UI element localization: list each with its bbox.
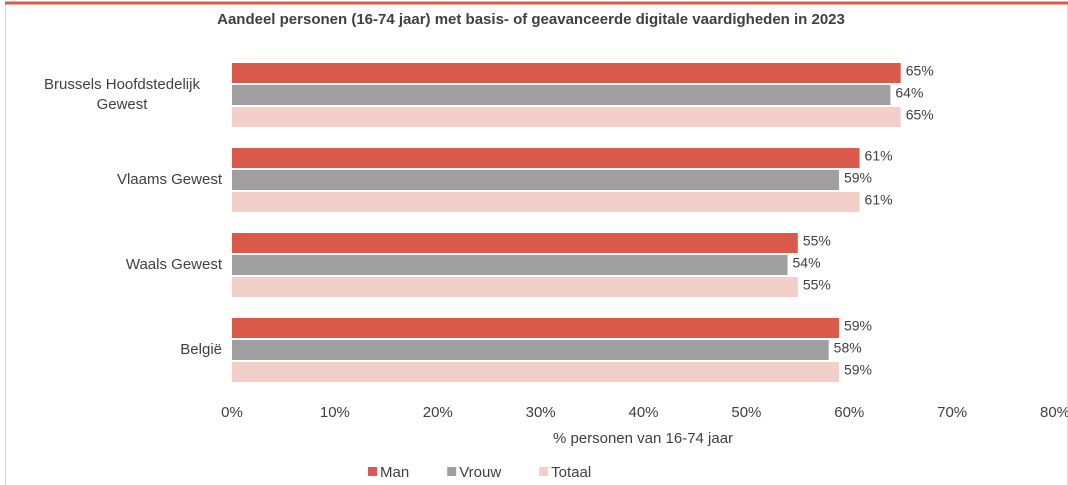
x-tick-label: 20%: [423, 404, 453, 421]
data-label: 59%: [844, 362, 872, 378]
legend-label: Totaal: [551, 464, 591, 481]
bar: [232, 192, 860, 212]
bar: [232, 362, 839, 382]
category-label: Waals Gewest: [125, 256, 222, 273]
bar: [232, 255, 788, 275]
data-label: 55%: [803, 233, 831, 249]
bar: [232, 233, 798, 253]
data-label: 59%: [844, 170, 872, 186]
legend-label: Vrouw: [459, 464, 501, 481]
legend-label: Man: [380, 464, 409, 481]
x-tick-label: 0%: [221, 404, 243, 421]
data-label: 58%: [834, 340, 862, 356]
bar: [232, 340, 829, 360]
x-tick-label: 30%: [526, 404, 556, 421]
x-tick-label: 60%: [834, 404, 864, 421]
x-tick-label: 40%: [628, 404, 658, 421]
legend-swatch: [368, 467, 377, 476]
x-tick-label: 80%: [1040, 404, 1068, 421]
data-label: 65%: [906, 107, 934, 123]
data-label: 54%: [793, 255, 821, 271]
bar: [232, 148, 860, 168]
bar: [232, 63, 901, 83]
bar: [232, 277, 798, 297]
legend-swatch: [539, 467, 549, 476]
category-label: Vlaams Gewest: [116, 171, 222, 188]
legend-swatch: [447, 467, 457, 476]
category-label: België: [180, 341, 222, 358]
data-label: 65%: [906, 63, 934, 79]
bar: [232, 107, 901, 127]
data-label: 64%: [895, 85, 923, 101]
data-label: 59%: [844, 318, 872, 334]
x-axis-title: % personen van 16-74 jaar: [553, 430, 733, 447]
x-tick-label: 50%: [731, 404, 761, 421]
category-label: Brussels Hoofdstedelijk Gewest: [44, 76, 200, 113]
bar: [232, 85, 891, 105]
chart-title: Aandeel personen (16-74 jaar) met basis-…: [217, 11, 845, 28]
x-tick-label: 10%: [320, 404, 350, 421]
bar: [232, 318, 839, 338]
data-label: 55%: [803, 277, 831, 293]
data-label: 61%: [865, 148, 893, 164]
bar: [232, 170, 839, 190]
x-tick-label: 70%: [937, 404, 967, 421]
data-label: 61%: [865, 192, 893, 208]
